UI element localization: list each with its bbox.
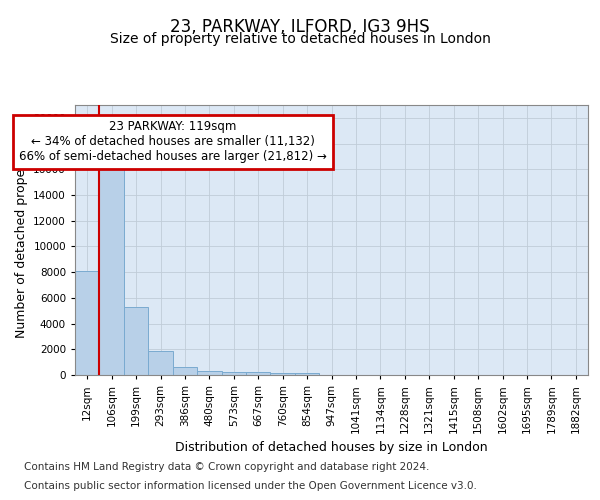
- Text: Contains public sector information licensed under the Open Government Licence v3: Contains public sector information licen…: [24, 481, 477, 491]
- Bar: [221, 372, 246, 375]
- Bar: [295, 373, 319, 375]
- X-axis label: Distribution of detached houses by size in London: Distribution of detached houses by size …: [175, 441, 488, 454]
- Bar: [246, 372, 271, 375]
- Bar: [148, 351, 173, 375]
- Text: 23, PARKWAY, ILFORD, IG3 9HS: 23, PARKWAY, ILFORD, IG3 9HS: [170, 18, 430, 36]
- Y-axis label: Number of detached properties: Number of detached properties: [14, 142, 28, 338]
- Text: Contains HM Land Registry data © Crown copyright and database right 2024.: Contains HM Land Registry data © Crown c…: [24, 462, 430, 472]
- Bar: [124, 307, 148, 375]
- Text: 23 PARKWAY: 119sqm
← 34% of detached houses are smaller (11,132)
66% of semi-det: 23 PARKWAY: 119sqm ← 34% of detached hou…: [19, 120, 326, 164]
- Bar: [100, 162, 124, 375]
- Bar: [173, 366, 197, 375]
- Bar: [271, 372, 295, 375]
- Bar: [75, 271, 100, 375]
- Text: Size of property relative to detached houses in London: Size of property relative to detached ho…: [110, 32, 490, 46]
- Bar: [197, 370, 221, 375]
